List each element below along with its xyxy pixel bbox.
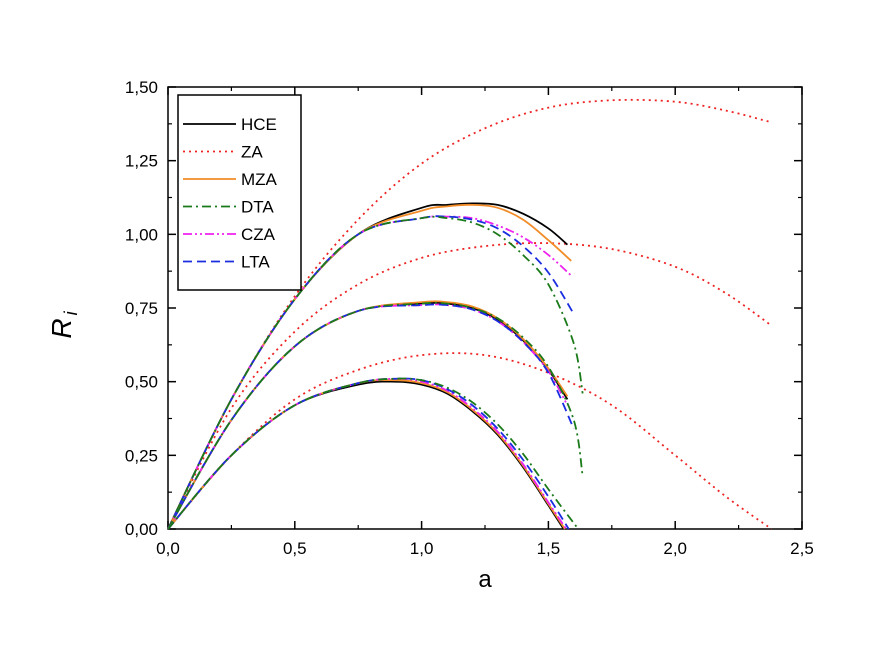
series-line-lta-lower xyxy=(167,377,570,530)
x-tick-label: 2,5 xyxy=(790,539,814,558)
legend-box xyxy=(177,94,302,291)
y-tick-label: 0,00 xyxy=(125,520,158,539)
legend-label-za: ZA xyxy=(241,143,263,162)
x-axis-ticks: 0,0 0,5 1,0 1,5 2,0 2,5 xyxy=(156,87,814,558)
y-axis-label: R xyxy=(46,318,77,338)
legend-label-cza: CZA xyxy=(241,225,276,244)
y-axis-ticks: 0,00 0,25 0,50 0,75 1,00 1,25 1,50 xyxy=(125,78,802,539)
series-line-dta-upper xyxy=(167,215,584,530)
y-tick-label: 0,75 xyxy=(125,299,158,318)
series-line-dta-lower xyxy=(167,377,580,530)
x-axis-label: a xyxy=(478,566,492,593)
legend-label-mza: MZA xyxy=(241,170,278,189)
series-line-za-middle xyxy=(167,242,773,530)
y-axis-label-subscript: i xyxy=(61,310,81,315)
series-line-dta-middle xyxy=(167,301,584,530)
x-tick-label: 0,0 xyxy=(156,539,180,558)
legend-label-dta: DTA xyxy=(241,198,274,217)
x-tick-label: 1,0 xyxy=(410,539,434,558)
x-tick-label: 2,0 xyxy=(663,539,687,558)
legend-label-hce: HCE xyxy=(241,115,277,134)
y-tick-label: 1,25 xyxy=(125,152,158,171)
x-tick-label: 0,5 xyxy=(283,539,307,558)
series-line-cza-lower xyxy=(167,377,567,530)
y-axis-label-group: Ri xyxy=(46,310,81,338)
svg-text:Ri: Ri xyxy=(46,310,81,338)
x-tick-label: 1,5 xyxy=(537,539,561,558)
y-tick-label: 1,00 xyxy=(125,225,158,244)
y-tick-label: 0,25 xyxy=(125,446,158,465)
legend-label-lta: LTA xyxy=(241,253,270,272)
series-layer xyxy=(167,98,773,530)
y-tick-label: 1,50 xyxy=(125,78,158,97)
y-tick-label: 0,50 xyxy=(125,373,158,392)
legend: HCE ZA MZA DTA CZA LTA xyxy=(177,94,302,291)
series-line-za-lower xyxy=(167,352,773,530)
